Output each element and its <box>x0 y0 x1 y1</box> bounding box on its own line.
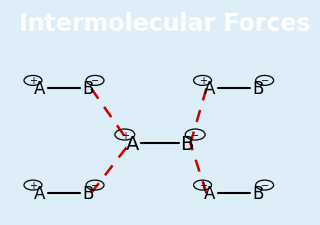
Text: −: − <box>260 180 269 190</box>
Text: B: B <box>252 184 263 202</box>
Text: −: − <box>91 76 99 86</box>
Text: A: A <box>204 184 215 202</box>
Text: Intermolecular Forces: Intermolecular Forces <box>19 12 310 36</box>
Text: B: B <box>82 80 94 98</box>
Text: +: + <box>29 180 37 190</box>
Text: A: A <box>204 80 215 98</box>
Text: −: − <box>191 130 199 140</box>
Text: +: + <box>198 76 207 86</box>
Text: B: B <box>180 134 194 153</box>
Text: +: + <box>198 180 207 190</box>
Text: A: A <box>34 80 46 98</box>
Text: +: + <box>29 76 37 86</box>
Text: −: − <box>91 180 99 190</box>
Text: +: + <box>121 130 129 140</box>
Text: A: A <box>126 134 140 153</box>
Text: B: B <box>252 80 263 98</box>
Text: −: − <box>260 76 269 86</box>
Text: A: A <box>34 184 46 202</box>
Text: B: B <box>82 184 94 202</box>
